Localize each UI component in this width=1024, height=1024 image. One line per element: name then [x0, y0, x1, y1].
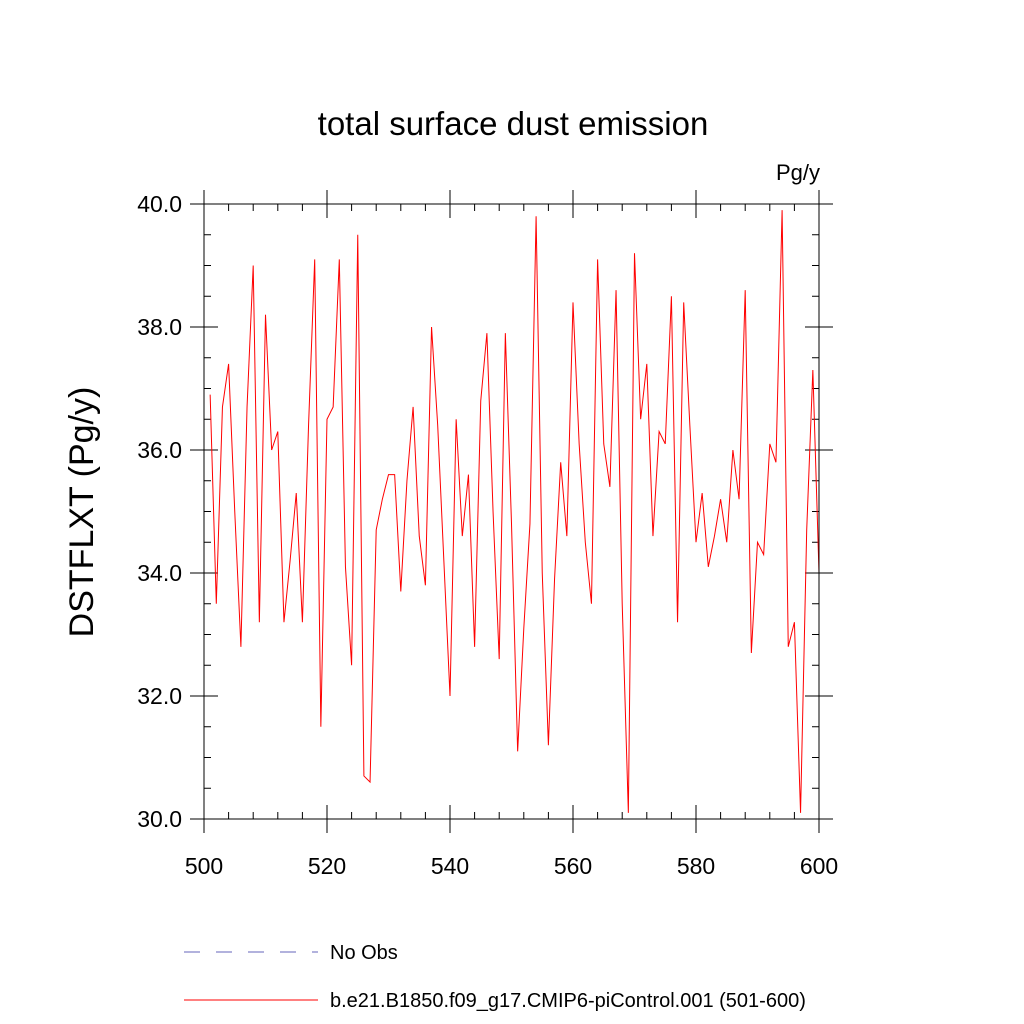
y-axis-ticks [190, 203, 833, 820]
plot-frame [203, 203, 820, 820]
series-line [209, 210, 820, 813]
units-label: Pg/y [776, 160, 820, 185]
legend: No Obs b.e21.B1850.f09_g17.CMIP6-piContr… [184, 942, 806, 1012]
series-group [209, 210, 820, 813]
y-tick-label: 36.0 [137, 437, 182, 463]
y-axis-tick-labels: 30.0 32.0 34.0 36.0 38.0 40.0 [137, 191, 182, 832]
x-tick-label: 520 [308, 853, 346, 879]
y-tick-label: 38.0 [137, 314, 182, 340]
x-tick-label: 600 [800, 853, 838, 879]
x-tick-label: 500 [185, 853, 223, 879]
x-tick-label: 580 [677, 853, 715, 879]
y-tick-label: 32.0 [137, 683, 182, 709]
legend-label-no-obs: No Obs [330, 942, 398, 964]
x-axis-tick-labels: 500 520 540 560 580 600 [185, 853, 838, 879]
x-tick-label: 540 [431, 853, 469, 879]
y-tick-label: 40.0 [137, 191, 182, 217]
x-tick-label: 560 [554, 853, 592, 879]
y-axis-label: DSTFLXT (Pg/y) [63, 387, 101, 638]
y-tick-label: 30.0 [137, 806, 182, 832]
legend-label-series: b.e21.B1850.f09_g17.CMIP6-piControl.001 … [330, 990, 806, 1012]
y-tick-label: 34.0 [137, 560, 182, 586]
chart-title: total surface dust emission [318, 105, 709, 142]
